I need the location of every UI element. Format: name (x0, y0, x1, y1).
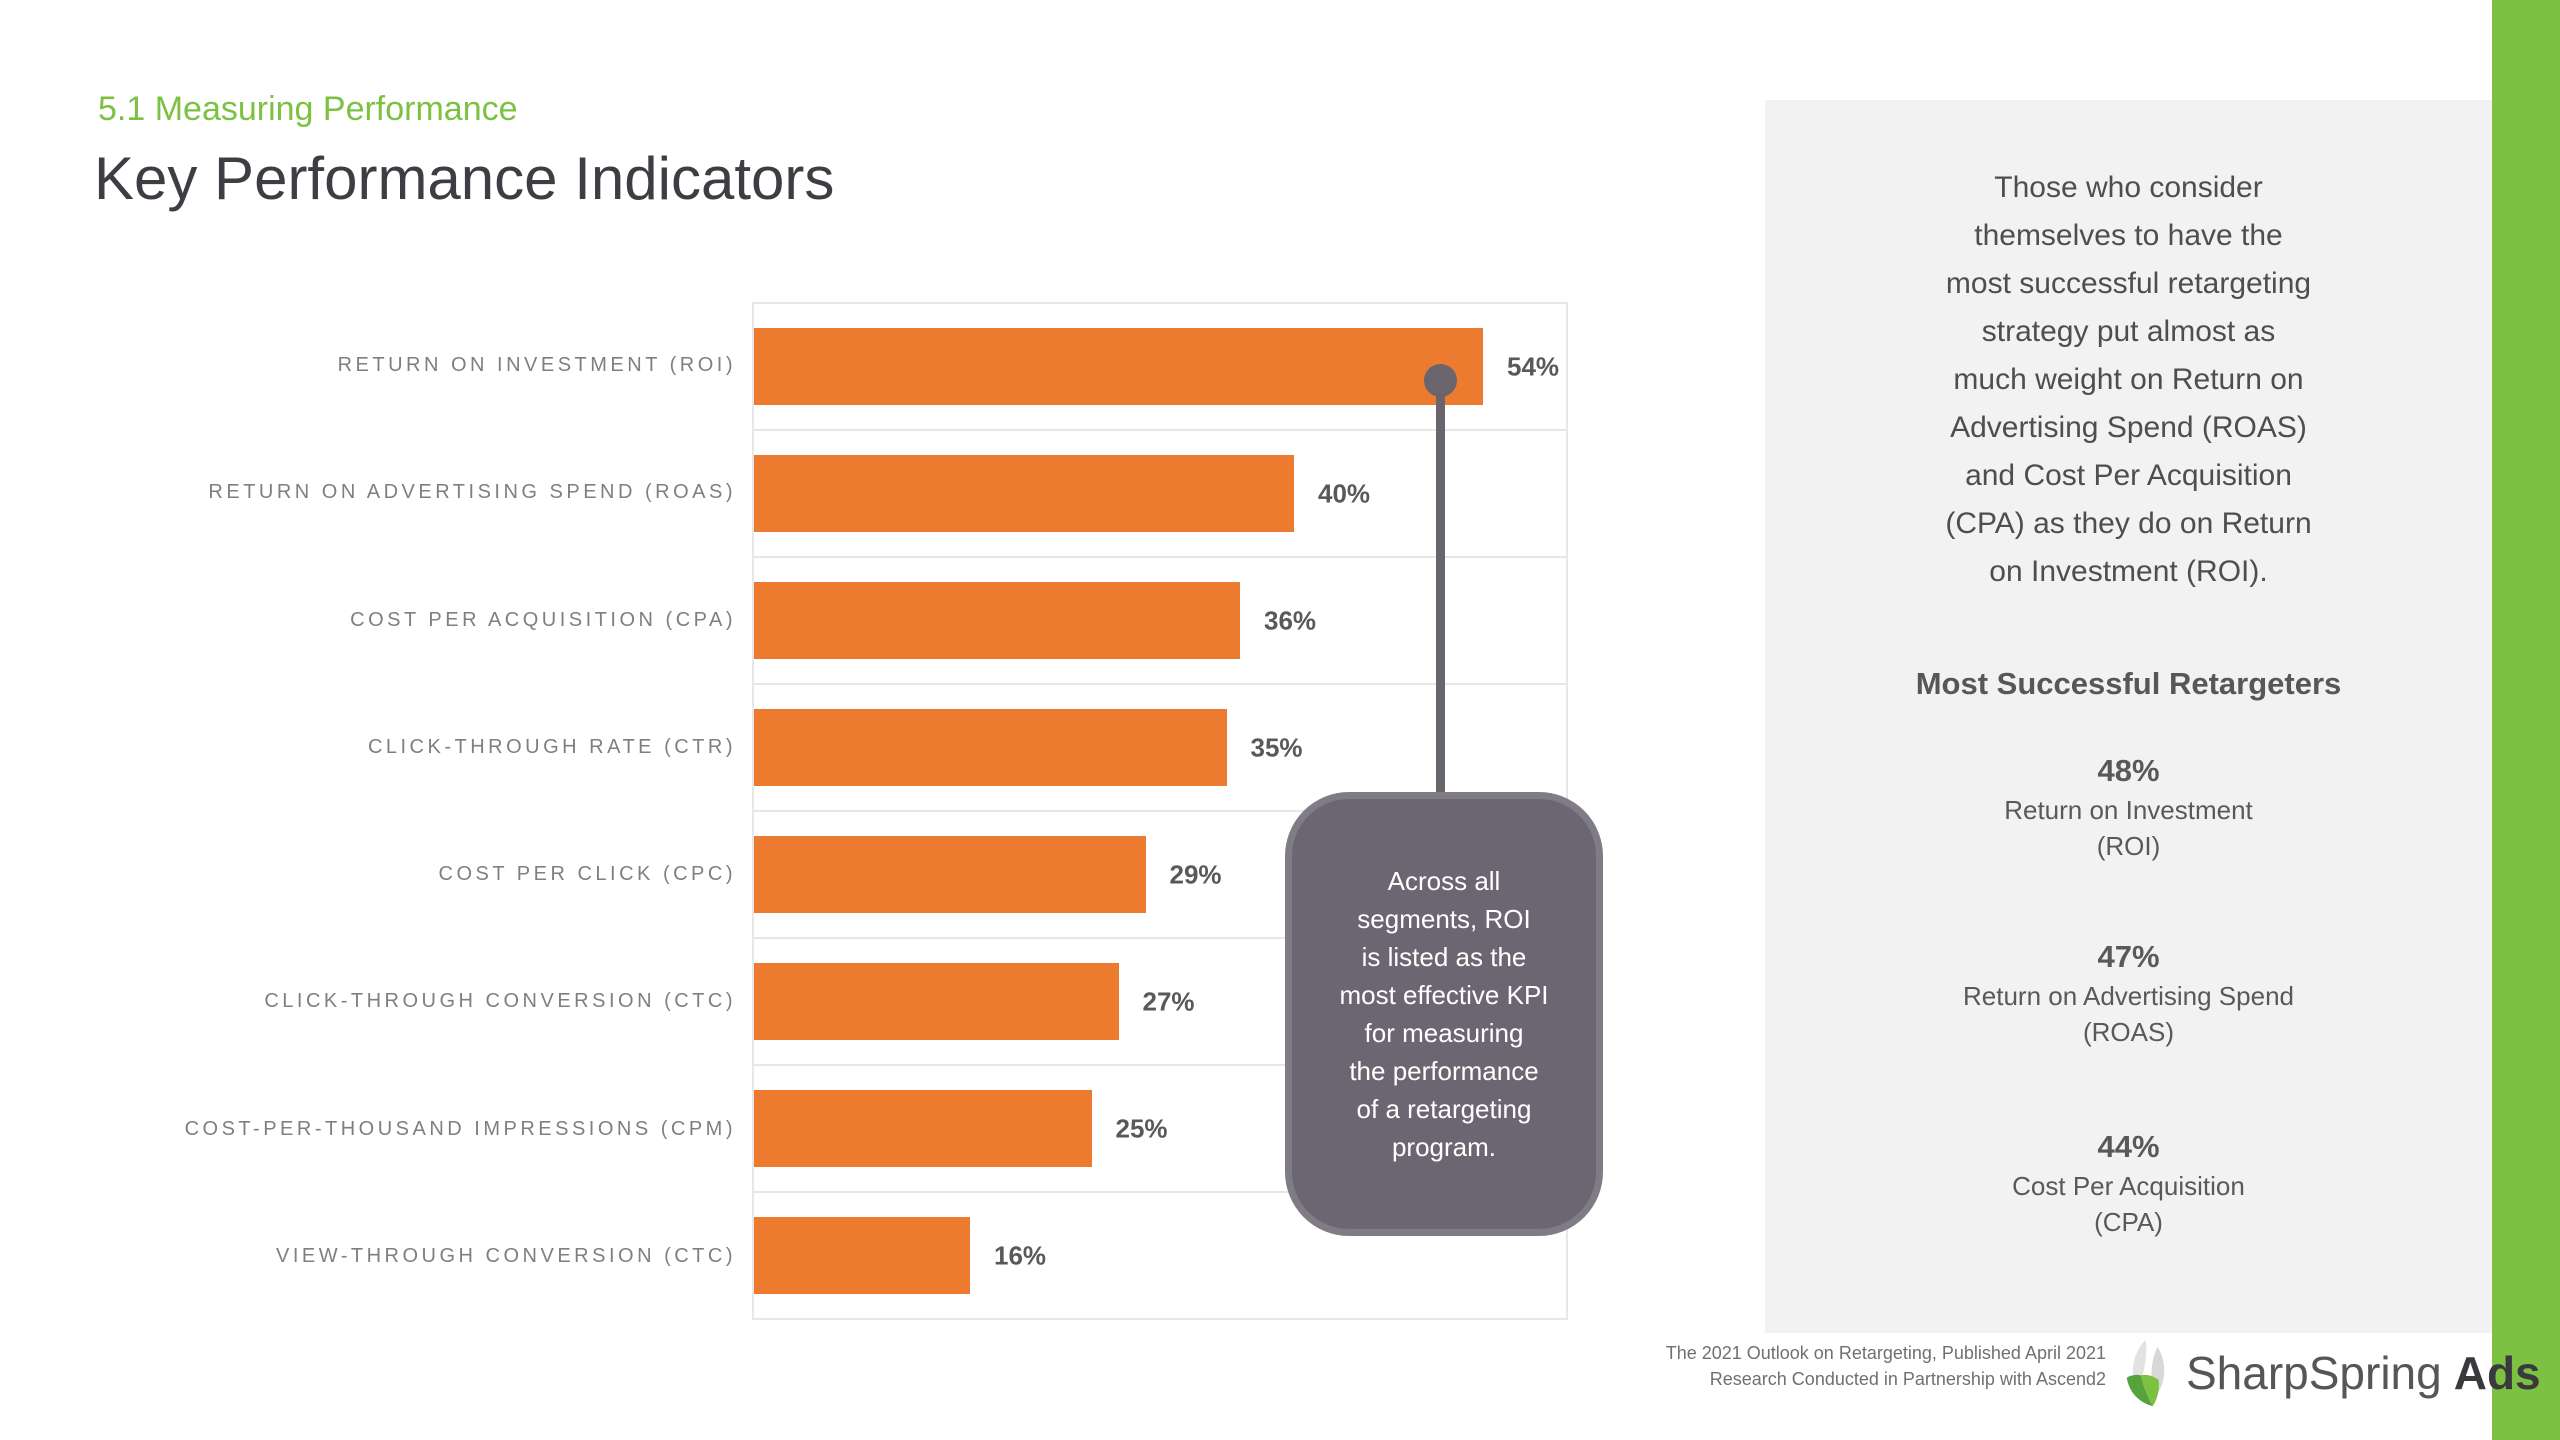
brand-logo: SharpSpring Ads (2122, 1330, 2541, 1416)
bar-value-label: 27% (1142, 986, 1195, 1016)
section-heading: 5.1 Measuring Performance (98, 90, 518, 128)
bar (754, 709, 1227, 786)
sharpspring-leaf-icon (2126, 1339, 2165, 1407)
bar (754, 1217, 970, 1294)
stat-cpa-label: Cost Per Acquisition (CPA) (2012, 1171, 2245, 1237)
chart-row: 36% (754, 558, 1566, 685)
chart-row: 54% (754, 304, 1566, 431)
bar-value-label: 25% (1115, 1113, 1168, 1143)
source-note-line-2: Research Conducted in Partnership with A… (1709, 1369, 2106, 1389)
stat-roas: 47% Return on Advertising Spend (ROAS) (1765, 936, 2492, 1050)
sidebar-paragraph: Those who consider themselves to have the… (1945, 171, 2312, 588)
bar (754, 328, 1483, 405)
category-label: RETURN ON ADVERTISING SPEND (ROAS) (208, 481, 736, 504)
bar-value-label: 36% (1264, 605, 1317, 635)
stat-roi: 48% Return on Investment (ROI) (1765, 750, 2492, 864)
brand-suffix: Ads (2453, 1347, 2541, 1399)
bar (754, 455, 1294, 532)
source-note: The 2021 Outlook on Retargeting, Publish… (1500, 1340, 2106, 1392)
green-edge-bar (2492, 0, 2560, 1440)
bar-value-label: 40% (1318, 478, 1371, 508)
category-label: COST PER CLICK (CPC) (438, 863, 736, 886)
category-labels: RETURN ON INVESTMENT (ROI) RETURN ON ADVE… (36, 302, 736, 1320)
bar (754, 836, 1146, 913)
category-label: COST-PER-THOUSAND IMPRESSIONS (CPM) (184, 1117, 736, 1140)
stat-roas-label: Return on Advertising Spend (ROAS) (1963, 981, 2294, 1047)
category-label: CLICK-THROUGH CONVERSION (CTC) (264, 990, 736, 1013)
callout-anchor-dot (1424, 364, 1457, 397)
chart-row: 25% (754, 1066, 1566, 1193)
chart-row: 40% (754, 431, 1566, 558)
chart-row: 35% (754, 685, 1566, 812)
brand-name: SharpSpring (2186, 1347, 2442, 1399)
bar-value-label: 16% (994, 1240, 1047, 1270)
stat-cpa: 44% Cost Per Acquisition (CPA) (1765, 1126, 2492, 1240)
source-note-line-1: The 2021 Outlook on Retargeting, Publish… (1665, 1343, 2106, 1363)
category-label: CLICK-THROUGH RATE (CTR) (367, 735, 736, 758)
category-label: COST PER ACQUISITION (CPA) (350, 608, 736, 631)
sidebar-heading: Most Successful Retargeters (1915, 666, 2342, 701)
chart-row: 16% (754, 1193, 1566, 1318)
bar (754, 963, 1119, 1040)
category-label: VIEW-THROUGH CONVERSION (CTC) (275, 1244, 736, 1267)
callout-text: Across all segments, ROI is listed as the m… (1339, 866, 1549, 1162)
category-label: RETURN ON INVESTMENT (ROI) (337, 354, 736, 377)
stat-cpa-value: 44% (2097, 1129, 2160, 1164)
stat-roi-value: 48% (2097, 753, 2160, 788)
stat-roi-label: Return on Investment (ROI) (2004, 795, 2253, 861)
callout-connector-line (1436, 378, 1445, 810)
bar (754, 582, 1240, 659)
stat-roas-value: 47% (2097, 939, 2160, 974)
bar-value-label: 35% (1250, 732, 1303, 762)
bar-value-label: 29% (1169, 859, 1222, 889)
bar-value-label: 54% (1507, 351, 1560, 381)
bar (754, 1090, 1092, 1167)
page-title: Key Performance Indicators (94, 145, 835, 212)
chart-row: 27% (754, 939, 1566, 1066)
callout-bubble: Across all segments, ROI is listed as the m… (1285, 792, 1603, 1236)
chart-row: 29% (754, 812, 1566, 939)
sidebar-panel: Those who consider themselves to have the… (1765, 100, 2492, 1333)
